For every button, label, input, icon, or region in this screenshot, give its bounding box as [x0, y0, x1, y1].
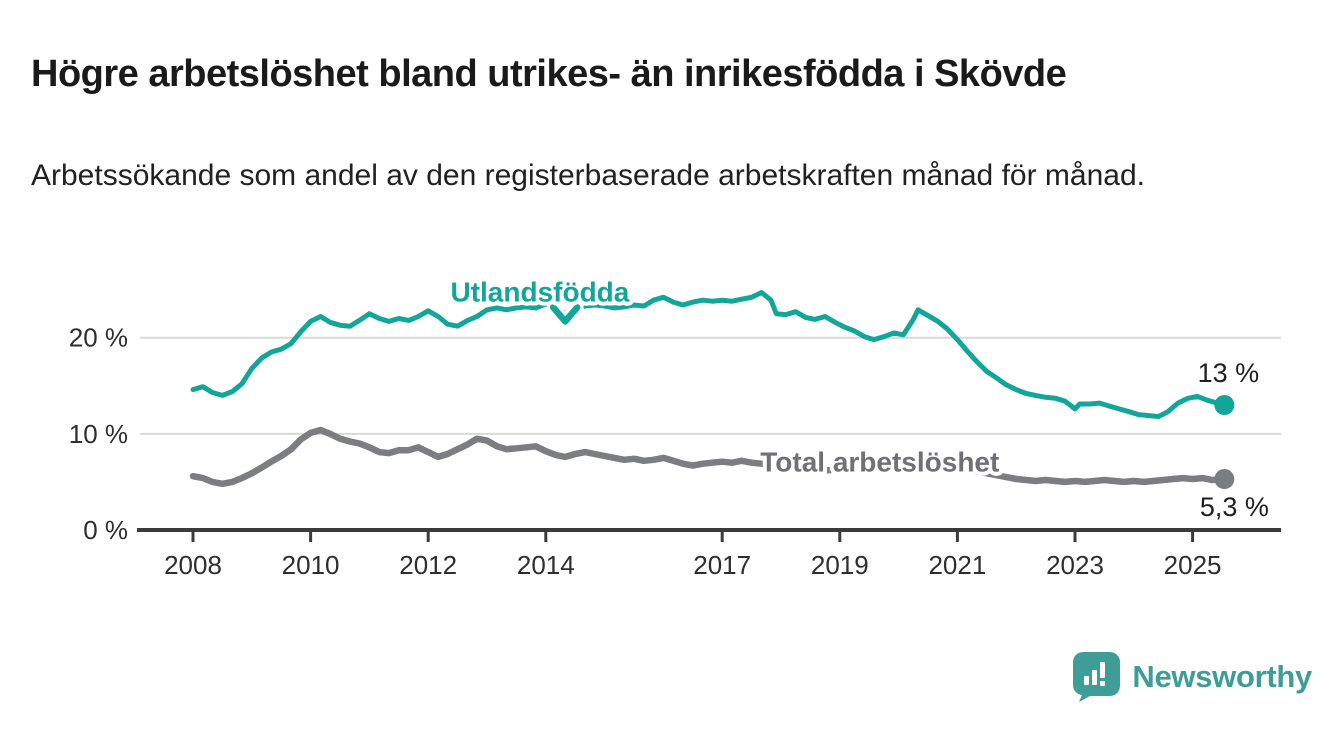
x-axis-tick-label: 2023 [1046, 550, 1104, 580]
series-line-total [189, 426, 1228, 488]
x-axis-tick-label: 2025 [1164, 550, 1222, 580]
page-title: Högre arbetslöshet bland utrikes- än inr… [31, 53, 1067, 96]
x-axis-tick-label: 2017 [693, 550, 751, 580]
series-line-utlandsfodda [190, 290, 1227, 419]
series-end-dot [1214, 395, 1235, 416]
x-axis-tick-label: 2012 [399, 550, 457, 580]
series-end-value-label: 5,3 % [1200, 492, 1269, 522]
newsworthy-wordmark: Newsworthy [1132, 659, 1312, 694]
y-axis-tick-label: 0 % [83, 515, 128, 545]
unemployment-line-chart: 0 % 10 % 20 % 2008 2010 2012 2014 2017 2019 2021 2… [69, 273, 1281, 580]
newsworthy-logo[interactable]: Newsworthy [1073, 652, 1312, 702]
series-name-label: Total arbetslöshet [760, 447, 999, 478]
x-axis-tick-label: 2010 [282, 550, 340, 580]
chart-subtitle: Arbetssökande som andel av den registerb… [31, 159, 1145, 192]
x-axis-tick-label: 2008 [164, 550, 222, 580]
x-axis-tick-label: 2021 [928, 550, 986, 580]
y-axis-tick-label: 10 % [69, 419, 128, 449]
series-name-label: Utlandsfödda [450, 277, 629, 308]
x-axis-tick-label: 2014 [517, 550, 575, 580]
label-arrow-down-icon [549, 304, 581, 325]
series-end-dot [1214, 469, 1235, 490]
y-axis-tick-label: 20 % [69, 323, 128, 353]
x-axis-tick-label: 2019 [811, 550, 869, 580]
series-end-value-label: 13 % [1198, 358, 1260, 388]
newsworthy-bubble-chart-icon [1073, 652, 1121, 702]
